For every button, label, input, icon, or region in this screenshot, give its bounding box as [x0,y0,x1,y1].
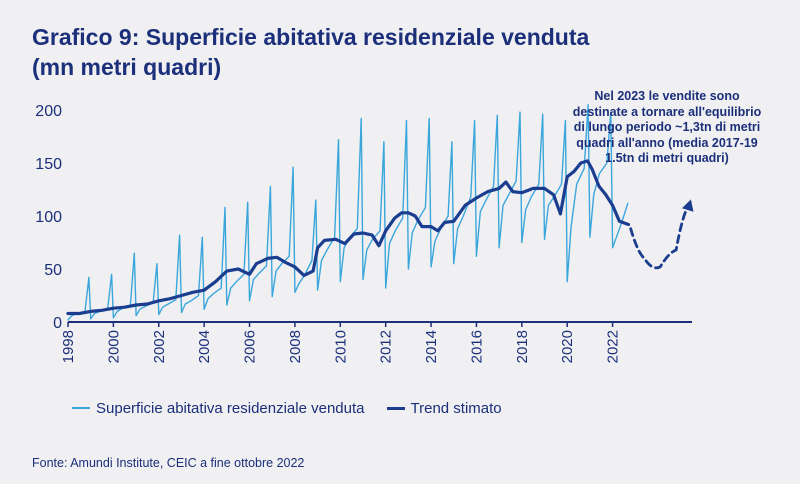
y-axis: 0 50 100 150 200 [35,103,62,332]
legend-swatch-trend [386,406,405,410]
x-tick-label: 2000 [105,330,122,363]
chart-annotation: Nel 2023 le vendite sono destinate a tor… [572,89,762,165]
x-tick-label: 2002 [151,330,168,363]
legend-item-trend: Trend stimato [386,399,502,417]
x-tick-label: 2020 [559,330,576,363]
y-tick-label: 200 [35,103,62,120]
x-tick-label: 2016 [468,330,485,363]
legend-label-sales: Superficie abitativa residenziale vendut… [96,399,365,417]
chart-legend: Superficie abitativa residenziale vendut… [72,398,524,418]
series-layer [66,103,694,321]
y-tick-label: 150 [35,156,62,173]
series-line-trend [66,159,631,316]
x-tick-label: 2018 [514,330,531,363]
y-tick-label: 100 [35,209,62,226]
chart-title: Grafico 9: Superficie abitativa residenz… [32,22,632,82]
x-tick-label: 2004 [196,330,213,363]
x-tick-label: 2008 [287,330,304,363]
legend-item-sales: Superficie abitativa residenziale vendut… [72,400,365,417]
chart-title-line-1: Grafico 9: Superficie abitativa residenz… [32,24,590,50]
legend-swatch-sales [72,407,90,409]
projection-arrowhead [682,199,694,212]
x-tick-label: 2022 [605,330,622,363]
projection-line [629,201,692,270]
legend-label-trend: Trend stimato [410,399,502,417]
x-tick-label: 2012 [378,330,395,363]
x-tick-label: 2014 [423,330,440,363]
y-tick-label: 0 [53,315,62,332]
x-tick-label: 2010 [332,330,349,363]
chart-title-line-2: (mn metri quadri) [32,54,222,80]
series-line-sales [67,103,629,321]
x-tick-label: 1998 [60,330,77,363]
x-tick-label: 2006 [242,330,259,363]
y-tick-label: 50 [44,262,62,279]
x-axis: 1998 2000 2002 2004 2006 2008 2010 2012 2014 2016… [60,321,692,363]
source-note: Fonte: Amundi Institute, CEIC a fine ott… [32,456,305,470]
